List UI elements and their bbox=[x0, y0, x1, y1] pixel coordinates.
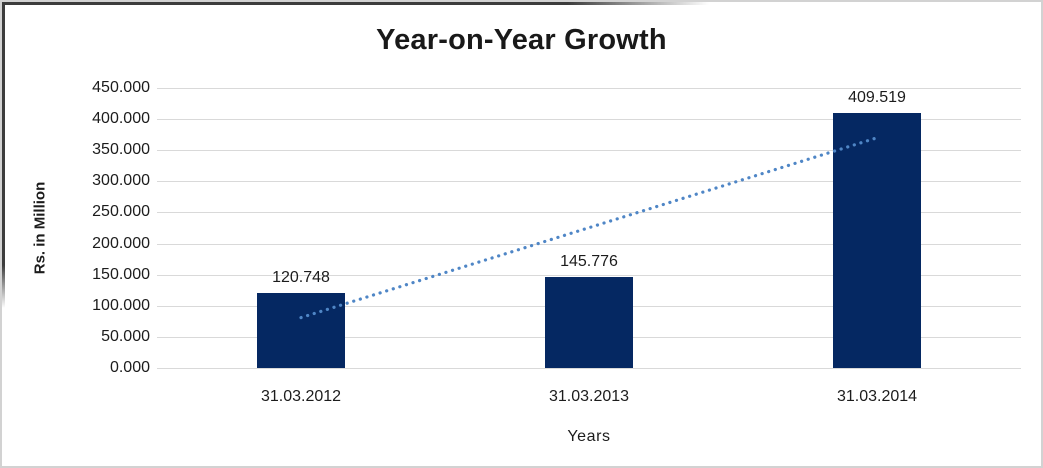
x-axis-title: Years bbox=[567, 428, 611, 445]
y-tick-label: 350.000 bbox=[92, 141, 150, 159]
y-tick-label: 100.000 bbox=[92, 296, 150, 314]
y-axis-title: Rs. in Million bbox=[31, 181, 49, 275]
y-tick-label: 400.000 bbox=[92, 110, 150, 128]
y-tick-label: 450.000 bbox=[92, 79, 150, 96]
gridline bbox=[157, 119, 1021, 121]
x-tick-label: 31.03.2014 bbox=[836, 388, 918, 405]
y-tick-label: 0.000 bbox=[109, 359, 150, 376]
frame-border-left bbox=[2, 2, 5, 309]
x-tick-label: 31.03.2013 bbox=[548, 388, 630, 405]
plot-area: 120.748 145.776 409.519 bbox=[157, 88, 1021, 369]
y-tick-label: 50.000 bbox=[101, 327, 150, 345]
gridline bbox=[157, 88, 1021, 89]
frame-border-top bbox=[2, 2, 709, 5]
bar-value-label: 409.519 bbox=[848, 89, 906, 107]
bar bbox=[257, 292, 345, 368]
bar bbox=[545, 277, 633, 368]
chart-title: Year-on-Year Growth bbox=[376, 24, 667, 56]
gridline bbox=[157, 368, 1021, 369]
y-tick-label: 250.000 bbox=[92, 203, 150, 221]
x-tick-label: 31.03.2012 bbox=[260, 388, 342, 405]
bar-value-label: 145.776 bbox=[560, 253, 618, 271]
bar bbox=[833, 113, 921, 368]
y-tick-label: 200.000 bbox=[92, 234, 150, 252]
bar-value-label: 120.748 bbox=[272, 268, 330, 286]
y-tick-label: 150.000 bbox=[92, 265, 150, 283]
y-tick-label: 300.000 bbox=[92, 172, 150, 190]
